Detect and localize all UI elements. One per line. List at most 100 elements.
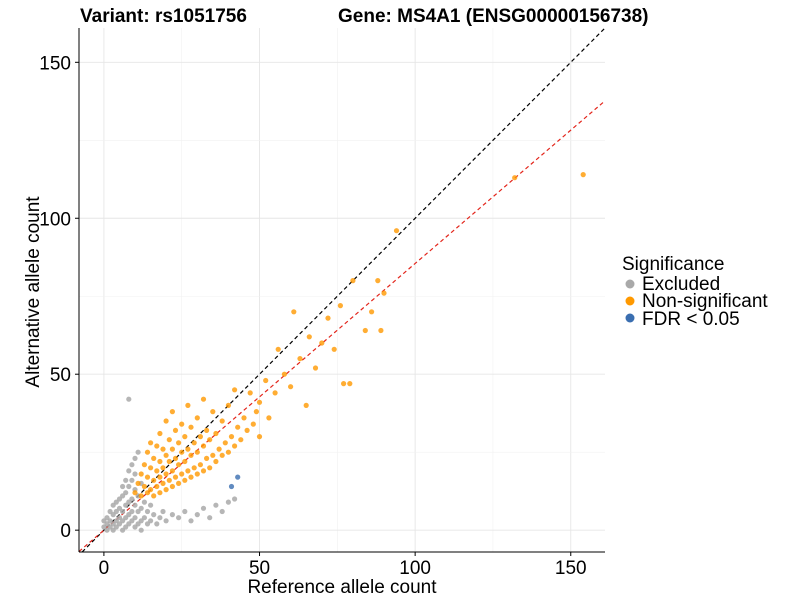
point-non-significant: [241, 415, 247, 421]
point-non-significant: [244, 427, 250, 433]
point-excluded: [200, 505, 207, 511]
point-non-significant: [191, 465, 197, 471]
point-non-significant: [169, 468, 175, 474]
point-non-significant: [297, 356, 303, 362]
point-excluded: [113, 524, 119, 530]
point-excluded: [225, 499, 231, 505]
legend-title: Significance: [622, 254, 724, 275]
point-non-significant: [194, 415, 200, 421]
point-non-significant: [179, 421, 185, 427]
point-non-significant: [157, 474, 163, 480]
point-excluded: [163, 518, 169, 524]
point-non-significant: [381, 290, 387, 296]
legend-swatch-excluded: [625, 279, 635, 289]
point-non-significant: [141, 483, 147, 490]
point-excluded: [132, 502, 138, 508]
point-non-significant: [141, 462, 147, 468]
point-excluded: [120, 527, 126, 533]
point-non-significant: [185, 446, 191, 452]
reference-line-fit: [78, 100, 606, 552]
point-excluded: [113, 508, 119, 515]
point-non-significant: [204, 455, 210, 461]
point-non-significant: [169, 409, 175, 415]
point-non-significant: [176, 480, 182, 486]
point-non-significant: [166, 458, 172, 465]
point-excluded: [135, 508, 141, 515]
point-non-significant: [197, 462, 203, 468]
point-non-significant: [154, 443, 160, 449]
point-non-significant: [163, 487, 169, 493]
point-non-significant: [275, 346, 281, 352]
point-excluded: [129, 462, 135, 468]
point-excluded: [120, 483, 126, 490]
point-non-significant: [225, 449, 231, 455]
point-non-significant: [160, 446, 166, 452]
grid-layer: [79, 28, 605, 552]
legend: Significance Excluded Non-significant FD…: [622, 254, 768, 330]
point-non-significant: [179, 449, 185, 455]
point-non-significant: [378, 327, 384, 334]
point-excluded: [113, 499, 119, 505]
point-non-significant: [138, 471, 144, 477]
point-excluded: [148, 518, 154, 524]
x-tick-label: 150: [555, 558, 587, 579]
point-non-significant: [288, 384, 294, 390]
point-non-significant: [166, 477, 172, 483]
point-non-significant: [216, 446, 222, 452]
point-non-significant: [247, 390, 253, 396]
point-non-significant: [160, 480, 166, 486]
point-non-significant: [176, 440, 182, 446]
point-excluded: [141, 515, 147, 521]
x-axis-title: Reference allele count: [247, 577, 437, 598]
y-tick-label: 50: [50, 365, 71, 386]
point-non-significant: [160, 465, 166, 471]
point-non-significant: [188, 452, 194, 458]
point-excluded: [219, 508, 225, 515]
point-non-significant: [331, 346, 337, 352]
point-non-significant: [263, 377, 269, 384]
point-non-significant: [200, 443, 207, 449]
point-non-significant: [250, 421, 256, 427]
axes: 0 50 100 150 0 50 100 150: [39, 28, 605, 579]
point-excluded: [132, 455, 138, 461]
point-non-significant: [166, 437, 172, 443]
point-non-significant: [157, 430, 163, 437]
point-non-significant: [157, 458, 163, 465]
point-non-significant: [163, 452, 169, 458]
point-non-significant: [347, 381, 353, 387]
point-non-significant: [319, 340, 325, 346]
point-non-significant: [138, 493, 144, 499]
point-non-significant: [179, 471, 185, 477]
point-non-significant: [375, 278, 381, 284]
point-excluded: [138, 518, 144, 524]
point-non-significant: [235, 424, 241, 430]
point-non-significant: [185, 468, 191, 474]
point-non-significant: [219, 452, 225, 458]
point-excluded: [160, 508, 166, 515]
point-non-significant: [151, 477, 157, 483]
point-non-significant: [232, 387, 238, 393]
point-non-significant: [222, 440, 228, 446]
point-non-significant: [228, 434, 235, 440]
point-excluded: [148, 502, 154, 508]
x-tick-label: 100: [399, 558, 431, 579]
point-non-significant: [172, 427, 179, 433]
point-excluded: [176, 515, 182, 521]
reference-lines: [78, 27, 606, 553]
y-tick-label: 100: [39, 209, 71, 230]
point-excluded: [123, 490, 129, 496]
legend-swatch-fdr: [625, 313, 635, 323]
point-non-significant: [362, 327, 368, 334]
point-non-significant: [219, 418, 225, 424]
point-excluded: [129, 477, 135, 483]
point-non-significant: [393, 228, 400, 234]
point-excluded: [182, 508, 188, 515]
y-tick-label: 0: [60, 521, 71, 542]
point-excluded: [213, 502, 219, 508]
point-excluded: [120, 493, 126, 499]
point-non-significant: [238, 437, 244, 443]
point-fdr-0-05: [235, 474, 241, 480]
point-non-significant: [151, 455, 157, 461]
legend-label-fdr: FDR < 0.05: [642, 309, 740, 330]
